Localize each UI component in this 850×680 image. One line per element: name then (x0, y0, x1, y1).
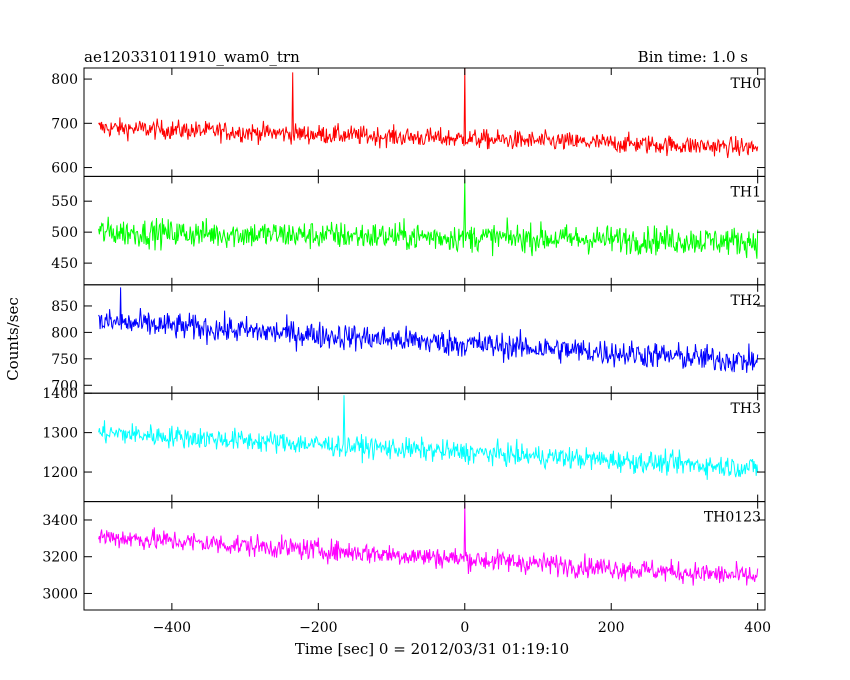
y-tick-label: 600 (51, 161, 78, 177)
x-tick-label: 200 (598, 620, 625, 636)
y-tick-label: 800 (51, 72, 78, 88)
panel-frame (83, 175, 766, 286)
series-line-th3 (98, 395, 759, 480)
x-tick-label: 0 (460, 620, 469, 636)
panels-group: 600 700 800 TH0 450 500 550 TH1 700 750 800 850 TH2 1… (42, 67, 766, 611)
panel-th1: 450 500 550 TH1 (51, 175, 766, 286)
y-tick-label: 750 (51, 352, 78, 368)
panel-th0: 600 700 800 TH0 (51, 67, 766, 177)
series-line-th2 (98, 287, 759, 373)
bin-time-label: Bin time: 1.0 s (638, 48, 748, 66)
y-tick-label: 500 (51, 225, 78, 241)
panel-label: TH0123 (704, 510, 761, 526)
y-tick-label: 450 (51, 256, 78, 272)
panel-label: TH1 (731, 184, 761, 200)
x-tick-label: 400 (744, 620, 771, 636)
y-tick-label: 3400 (42, 513, 78, 529)
chart-title: ae120331011910_wam0_trn (84, 48, 300, 66)
series-line-th0 (98, 68, 759, 159)
x-axis-label: Time [sec] 0 = 2012/03/31 01:19:10 (295, 640, 569, 658)
y-tick-label: 800 (51, 325, 78, 341)
y-tick-label: 700 (51, 116, 78, 132)
panel-frame (83, 67, 766, 177)
x-axis: −400 −200 0 200 400 (153, 620, 771, 636)
y-tick-label: 1300 (42, 426, 78, 442)
series-line-th0123 (98, 503, 759, 586)
x-tick-label: −400 (153, 620, 191, 636)
y-tick-label: 3200 (42, 550, 78, 566)
y-tick-label: 850 (51, 299, 78, 315)
x-tick-label: −200 (299, 620, 337, 636)
panel-label: TH3 (731, 401, 761, 417)
panel-label: TH2 (731, 293, 761, 309)
y-tick-label: 3000 (42, 586, 78, 602)
y-tick-label: 700 (51, 378, 78, 394)
panel-frame (83, 501, 766, 611)
y-axis-label: Counts/sec (4, 297, 22, 381)
y-tick-label: 1400 (42, 386, 78, 402)
panel-th0123: 3000 3200 3400 TH0123 (42, 501, 766, 611)
y-tick-label: 1200 (42, 465, 78, 481)
panel-th3: 1200 1300 1400 TH3 (42, 386, 766, 503)
panel-label: TH0 (731, 76, 761, 92)
y-tick-label: 550 (51, 194, 78, 210)
series-line-th1 (98, 179, 759, 259)
panel-th2: 700 750 800 850 TH2 (51, 284, 766, 394)
